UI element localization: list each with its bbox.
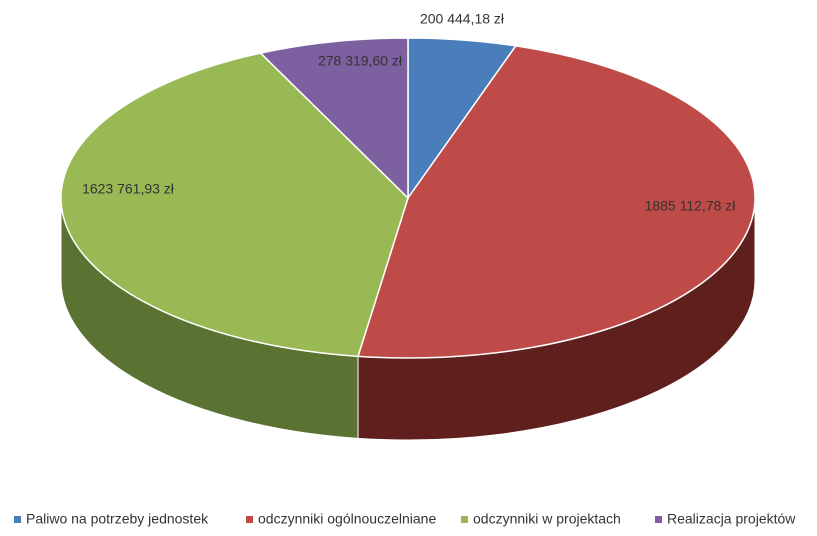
legend-label: odczynniki w projektach (473, 511, 621, 527)
legend-swatch (14, 516, 21, 523)
pie-slice (357, 45, 756, 359)
data-label: 1885 112,78 zł (645, 198, 737, 214)
legend-label: odczynniki ogólnouczelniane (258, 511, 436, 527)
data-label: 1623 761,93 zł (82, 181, 175, 197)
legend-swatch (461, 516, 468, 523)
legend-swatch (246, 516, 253, 523)
pie-slice (259, 37, 409, 200)
legend-swatch (655, 516, 662, 523)
data-label: 200 444,18 zł (420, 11, 505, 27)
pie-slice (60, 52, 409, 358)
legend-label: Paliwo na potrzeby jednostek (26, 511, 209, 527)
data-label: 278 319,60 zł (318, 53, 403, 69)
legend-label: Realizacja projektów (667, 511, 796, 527)
